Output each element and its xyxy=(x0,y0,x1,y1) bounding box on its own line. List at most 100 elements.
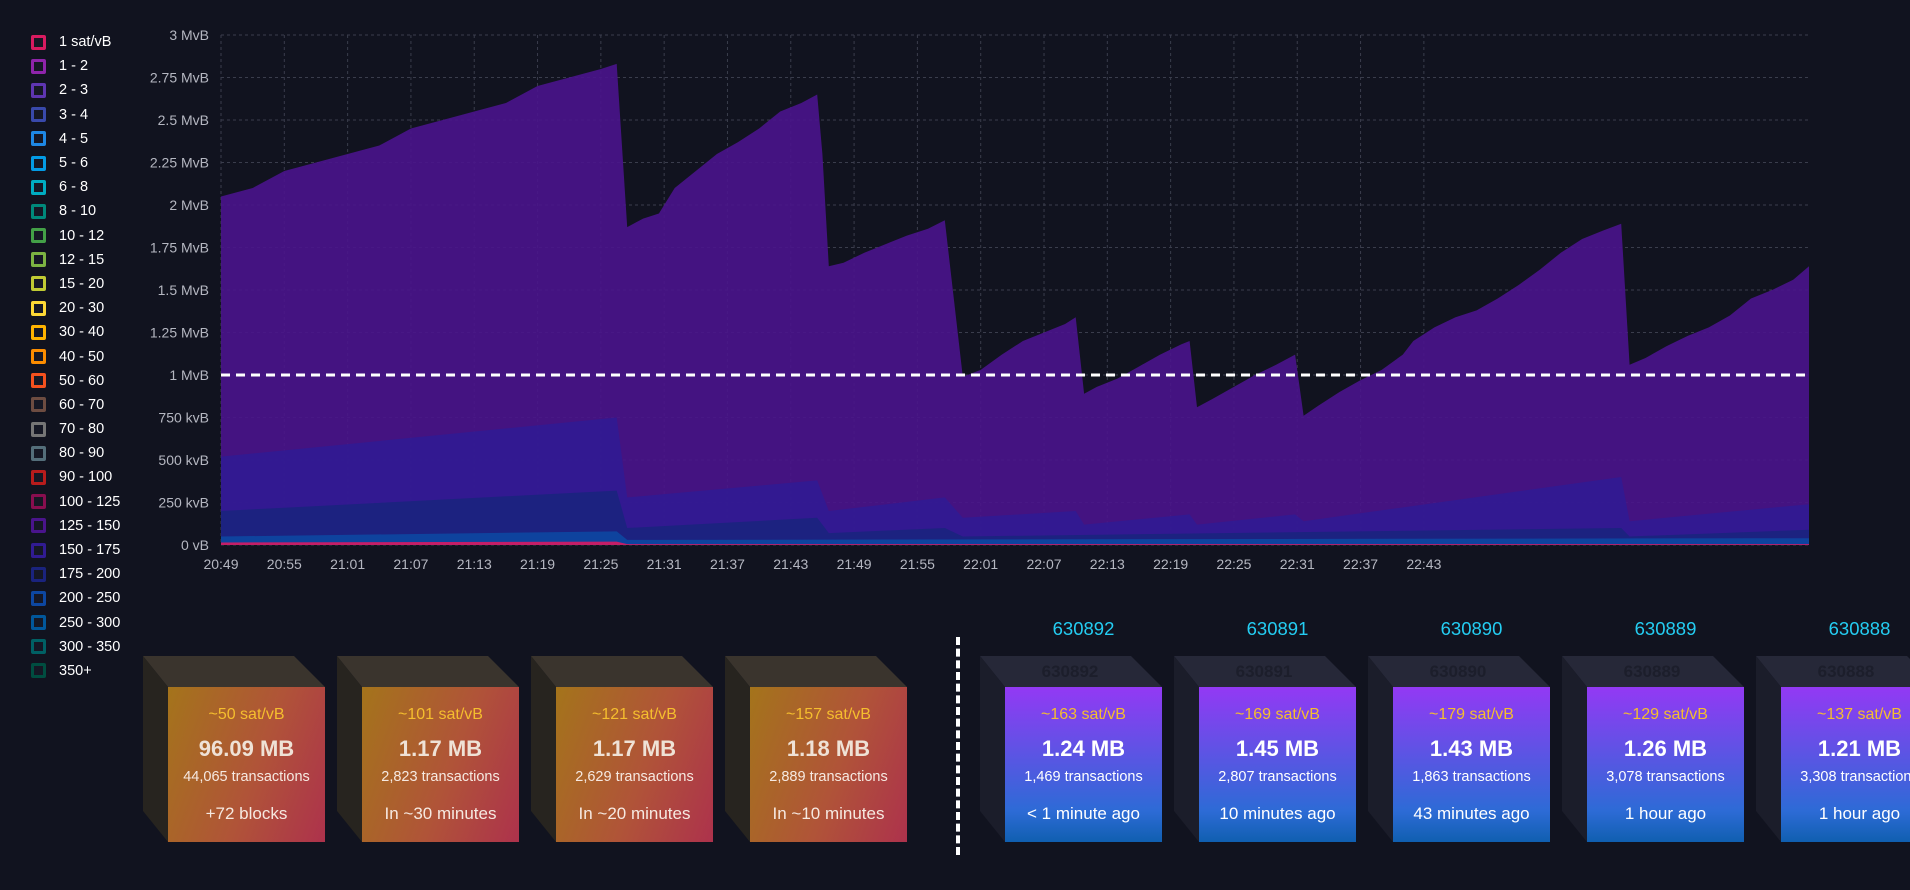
x-tick-label: 21:01 xyxy=(330,556,365,572)
x-tick-label: 21:55 xyxy=(900,556,935,572)
legend-item[interactable]: 20 - 30 xyxy=(31,296,141,320)
block-fee: ~163 sat/vB xyxy=(1041,706,1126,723)
y-tick-label: 3 MvB xyxy=(169,27,209,43)
legend-swatch-icon xyxy=(31,107,46,123)
block-tx-count: 2,823 transactions xyxy=(381,769,500,785)
pending-block[interactable]: ~157 sat/vB 1.18 MB 2,889 transactions In ~… xyxy=(725,656,907,842)
legend-item[interactable]: 2 - 3 xyxy=(31,78,141,102)
legend-label: 10 - 12 xyxy=(59,227,105,244)
y-axis-ticks: 0 vB 250 kvB 500 kvB 750 kvB 1 MvB 1.25 MvB 1.… xyxy=(150,27,209,553)
legend-item[interactable]: 60 - 70 xyxy=(31,393,141,417)
area-series xyxy=(221,541,1809,545)
pending-block[interactable]: ~101 sat/vB 1.17 MB 2,823 transactions In ~… xyxy=(337,656,519,842)
block-front-face: ~129 sat/vB 1.26 MB 3,078 transactions 1 ho… xyxy=(1587,687,1744,842)
legend-item[interactable]: 12 - 15 xyxy=(31,248,141,272)
block-top-height: 630892 xyxy=(1041,662,1099,681)
block-eta: In ~20 minutes xyxy=(578,804,691,823)
legend-swatch-icon xyxy=(31,421,46,437)
legend-item[interactable]: 350+ xyxy=(31,659,141,683)
legend-label: 70 - 80 xyxy=(59,421,105,438)
legend-label: 50 - 60 xyxy=(59,372,105,389)
block-fee: ~169 sat/vB xyxy=(1235,706,1320,723)
mined-block[interactable]: 630888 ~137 sat/vB 1.21 MB 3,308 transactio… xyxy=(1756,656,1910,842)
legend-item[interactable]: 90 - 100 xyxy=(31,465,141,489)
legend-item[interactable]: 10 - 12 xyxy=(31,224,141,248)
legend-item[interactable]: 4 - 5 xyxy=(31,127,141,151)
legend-item[interactable]: 250 - 300 xyxy=(31,611,141,635)
block-top-face xyxy=(1174,656,1356,687)
legend-item[interactable]: 1 - 2 xyxy=(31,54,141,78)
legend-label: 200 - 250 xyxy=(59,590,121,607)
legend-item[interactable]: 8 - 10 xyxy=(31,199,141,223)
legend-swatch-icon xyxy=(31,34,46,50)
legend-swatch-icon xyxy=(31,131,46,147)
legend-swatch-icon xyxy=(31,252,46,268)
legend-swatch-icon xyxy=(31,203,46,219)
block-top-face xyxy=(725,656,907,687)
block-front-face: ~50 sat/vB 96.09 MB 44,065 transactions +72… xyxy=(168,687,325,842)
block-side-face xyxy=(1562,656,1587,842)
legend-item[interactable]: 200 - 250 xyxy=(31,586,141,610)
block-front-face: ~121 sat/vB 1.17 MB 2,629 transactions In ~… xyxy=(556,687,713,842)
legend-item[interactable]: 125 - 150 xyxy=(31,514,141,538)
legend-item[interactable]: 100 - 125 xyxy=(31,490,141,514)
legend-item[interactable]: 6 - 8 xyxy=(31,175,141,199)
fee-legend: 1 sat/vB 1 - 2 2 - 3 3 - 4 4 - 5 5 - 6 6 - 8 8 … xyxy=(31,30,141,683)
legend-item[interactable]: 1 sat/vB xyxy=(31,30,141,54)
legend-item[interactable]: 40 - 50 xyxy=(31,344,141,368)
x-tick-label: 22:13 xyxy=(1090,556,1125,572)
legend-item[interactable]: 5 - 6 xyxy=(31,151,141,175)
block-fee: ~157 sat/vB xyxy=(786,706,871,723)
x-tick-label: 21:07 xyxy=(393,556,428,572)
block-size: 1.43 MB xyxy=(1429,736,1514,761)
legend-item[interactable]: 50 - 60 xyxy=(31,369,141,393)
legend-swatch-icon xyxy=(31,639,46,655)
legend-item[interactable]: 70 - 80 xyxy=(31,417,141,441)
block-height-link[interactable]: 630890 xyxy=(1440,618,1503,639)
block-side-face xyxy=(531,656,556,842)
block-top-face xyxy=(337,656,519,687)
legend-item[interactable]: 175 - 200 xyxy=(31,562,141,586)
legend-swatch-icon xyxy=(31,469,46,485)
pending-block[interactable]: ~121 sat/vB 1.17 MB 2,629 transactions In ~… xyxy=(531,656,713,842)
block-height-link[interactable]: 630892 xyxy=(1052,618,1115,639)
block-fee: ~121 sat/vB xyxy=(592,706,677,723)
x-tick-label: 21:49 xyxy=(837,556,872,572)
block-size: 1.45 MB xyxy=(1235,736,1320,761)
block-size: 1.18 MB xyxy=(786,736,871,761)
block-top-face xyxy=(143,656,325,687)
legend-swatch-icon xyxy=(31,349,46,365)
legend-item[interactable]: 300 - 350 xyxy=(31,635,141,659)
block-height-link[interactable]: 630891 xyxy=(1246,618,1309,639)
block-height-link[interactable]: 630889 xyxy=(1634,618,1697,639)
legend-swatch-icon xyxy=(31,663,46,679)
block-fee: ~50 sat/vB xyxy=(208,706,285,723)
legend-item[interactable]: 3 - 4 xyxy=(31,103,141,127)
block-tx-count: 2,807 transactions xyxy=(1218,769,1337,785)
legend-item[interactable]: 30 - 40 xyxy=(31,320,141,344)
mined-block[interactable]: 630889 ~129 sat/vB 1.26 MB 3,078 transactio… xyxy=(1562,656,1744,842)
block-time: 1 hour ago xyxy=(1624,804,1707,823)
legend-swatch-icon xyxy=(31,615,46,631)
legend-item[interactable]: 15 - 20 xyxy=(31,272,141,296)
legend-label: 1 - 2 xyxy=(59,58,89,75)
area-series xyxy=(221,490,1809,545)
block-height-link[interactable]: 630888 xyxy=(1828,618,1891,639)
block-eta: +72 blocks xyxy=(205,804,288,823)
pending-block[interactable]: ~50 sat/vB 96.09 MB 44,065 transactions +72… xyxy=(143,656,325,842)
x-tick-label: 21:25 xyxy=(583,556,618,572)
x-tick-label: 22:01 xyxy=(963,556,998,572)
legend-item[interactable]: 150 - 175 xyxy=(31,538,141,562)
mined-block[interactable]: 630891 ~169 sat/vB 1.45 MB 2,807 transactio… xyxy=(1174,656,1356,842)
y-tick-label: 0 vB xyxy=(181,537,209,553)
x-tick-label: 22:37 xyxy=(1343,556,1378,572)
mined-block[interactable]: 630890 ~179 sat/vB 1.43 MB 1,863 transactio… xyxy=(1368,656,1550,842)
mined-block[interactable]: 630892 ~163 sat/vB 1.24 MB 1,469 transactio… xyxy=(980,656,1162,842)
legend-item[interactable]: 80 - 90 xyxy=(31,441,141,465)
legend-label: 15 - 20 xyxy=(59,275,105,292)
legend-label: 2 - 3 xyxy=(59,82,89,99)
area-series xyxy=(221,63,1809,546)
legend-swatch-icon xyxy=(31,300,46,316)
x-tick-label: 21:43 xyxy=(773,556,808,572)
block-side-face xyxy=(1368,656,1393,842)
